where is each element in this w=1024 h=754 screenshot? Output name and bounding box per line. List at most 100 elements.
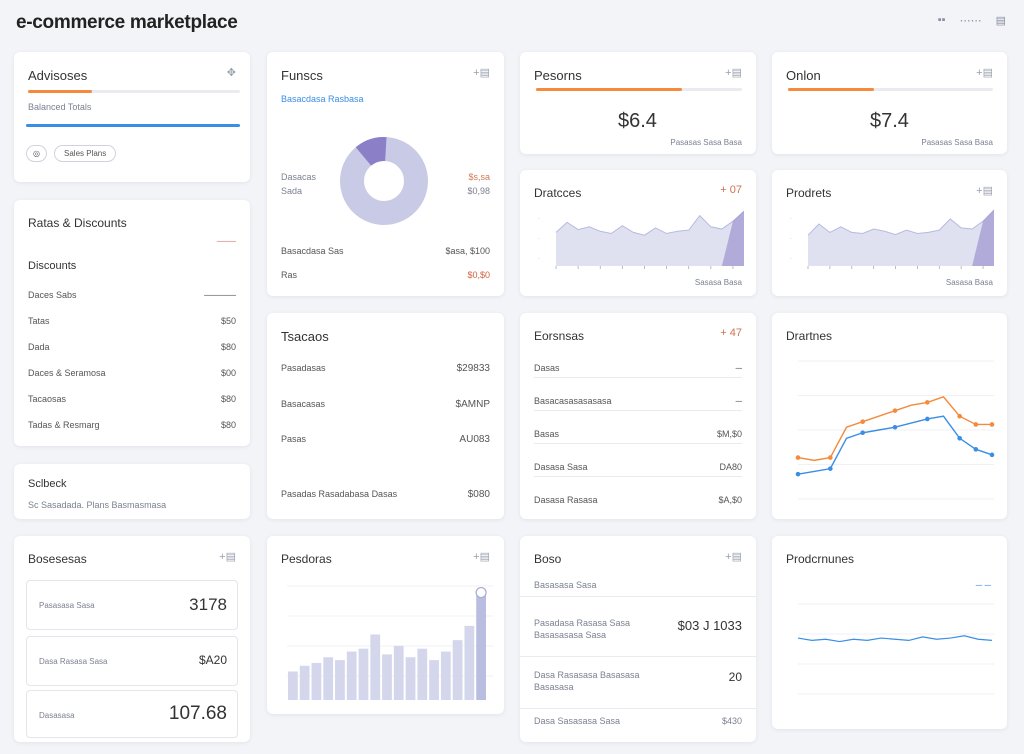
- page-title: e-commerce marketplace: [16, 12, 238, 33]
- dratcces-card: Dratcces + 07 · · · Sasasa Basa: [520, 170, 756, 296]
- table-row: Dasasa Rasasa $A,$0: [534, 495, 742, 505]
- data-point: [957, 413, 962, 419]
- prodcrnunes-card: Prodcrnunes ─ ─: [772, 536, 1007, 729]
- card-title: Pesorns: [534, 68, 582, 83]
- area-line: [555, 210, 745, 236]
- card-title: Dratcces: [534, 186, 582, 200]
- add-icon[interactable]: +▤: [473, 67, 490, 79]
- area-highlight: [721, 211, 744, 266]
- advisoses-card: Advisoses ✥ Balanced Totals ◎ Sales Plan…: [14, 52, 250, 182]
- card-title: Boso: [534, 552, 562, 566]
- icon-pill-button[interactable]: ◎: [26, 145, 47, 162]
- card-title: Advisoses: [28, 68, 88, 83]
- bar-marker: [475, 586, 487, 599]
- left-label: Sada: [281, 186, 303, 196]
- data-point: [892, 424, 898, 430]
- legend: ─ ─: [975, 580, 991, 590]
- area-line: [807, 209, 995, 236]
- add-icon[interactable]: + 07: [720, 184, 742, 196]
- progress-track: [28, 90, 240, 93]
- onlon-card: Onlon +▤ $7.4 Pasasas Sasa Basa: [772, 52, 1007, 154]
- data-point: [795, 455, 801, 460]
- table-row: Basacasasasasasa ─: [534, 396, 742, 406]
- bar: [370, 634, 381, 700]
- table-row: Dasasa Sasa DA80: [534, 462, 742, 472]
- divider: [520, 596, 756, 597]
- add-icon[interactable]: +▤: [976, 67, 993, 79]
- data-point: [892, 408, 898, 413]
- add-icon[interactable]: +▤: [725, 551, 742, 563]
- row-value: 20: [728, 670, 742, 684]
- grid-icon[interactable]: ▪▪: [937, 14, 946, 26]
- left-label: Dasacas: [281, 172, 317, 182]
- data-point: [989, 422, 995, 427]
- bar: [346, 651, 357, 700]
- add-icon[interactable]: +▤: [219, 551, 236, 563]
- eorsnsas-card: Eorsnsas + 47 Dasas ─ Basacasasasasasa ─ B…: [520, 313, 756, 519]
- bar: [417, 648, 428, 700]
- divider: [534, 476, 742, 477]
- link[interactable]: Basacdasa Rasbasa: [281, 94, 364, 104]
- line-chart: [795, 360, 995, 500]
- card-title: Prodcrnunes: [786, 552, 855, 566]
- metric-value: $7.4: [870, 110, 909, 132]
- row-label: Dasa Sasasasa Sasa: [534, 716, 621, 726]
- sclbeck-card: Sclbeck Sc Sasadada. Plans Basmasmasa: [14, 464, 250, 519]
- card-title: Prodrets: [786, 186, 832, 200]
- tsacaos-card: Tsacaos Pasadasas $29833 Basacasas $AMNP P…: [267, 313, 504, 519]
- subtitle: Sc Sasadada. Plans Basmasmasa: [28, 500, 167, 510]
- bar: [440, 651, 451, 700]
- table-row: Ras $0,$0: [281, 270, 490, 280]
- data-point: [828, 466, 833, 471]
- subtitle: Balanced Totals: [28, 102, 92, 112]
- sales-plans-button[interactable]: Sales Plans: [54, 145, 117, 162]
- card-title: Pesdoras: [281, 552, 332, 566]
- card-title: Ratas & Discounts: [28, 216, 127, 230]
- bar: [429, 660, 439, 700]
- metric-box: Dasasasa 107.68: [26, 690, 238, 738]
- move-icon[interactable]: ✥: [226, 67, 236, 79]
- right-label: $s,sa: [468, 172, 490, 182]
- bar-chart: [287, 585, 493, 700]
- table-row: Tacaosas $80: [28, 394, 236, 404]
- area-highlight: [972, 210, 994, 266]
- pesdoras-card: Pesdoras +▤: [267, 536, 504, 714]
- tag: ───: [216, 236, 236, 246]
- table-row: Tatas $50: [28, 316, 236, 326]
- bar: [452, 640, 463, 700]
- area-fill: [808, 210, 994, 266]
- row-value: $03 J 1033: [677, 618, 742, 633]
- caption: Sasasa Basa: [945, 278, 993, 287]
- table-row: Dada $80: [28, 342, 236, 352]
- bar: [382, 654, 392, 700]
- bar: [311, 662, 322, 700]
- data-point: [925, 400, 930, 405]
- bar: [335, 660, 345, 700]
- table-row: Daces & Seramosa $00: [28, 368, 236, 378]
- card-title: Funscs: [281, 68, 323, 83]
- divider: [534, 410, 742, 411]
- tick-label: ·: [538, 216, 540, 222]
- dots-icon[interactable]: ⋯⋯: [959, 15, 982, 27]
- add-icon[interactable]: + 47: [720, 327, 742, 339]
- card-title: Onlon: [786, 68, 821, 83]
- add-icon[interactable]: +▤: [473, 551, 490, 563]
- table-row: Pasadas Rasadabasa Dasas $080: [281, 489, 490, 500]
- add-icon[interactable]: +▤: [976, 185, 993, 197]
- bar: [476, 594, 486, 700]
- progress-fill: [788, 88, 874, 91]
- filter-icon[interactable]: ▤: [995, 15, 1006, 27]
- row-value: $430: [721, 716, 742, 726]
- tick-label: ·: [790, 256, 792, 262]
- progress-fill: [536, 88, 682, 91]
- tick-label: ·: [790, 216, 792, 222]
- divider: [534, 377, 742, 378]
- funscs-card: Funscs +▤ Basacdasa Rasbasa Dasacas Sada…: [267, 52, 504, 296]
- card-title: Tsacaos: [281, 329, 329, 344]
- add-icon[interactable]: +▤: [725, 67, 742, 79]
- metric-box: Dasa Rasasa Sasa $A20: [26, 636, 238, 686]
- card-title: Sclbeck: [28, 478, 67, 490]
- bar: [299, 665, 310, 700]
- caption: Pasasas Sasa Basa: [670, 138, 742, 147]
- table-row: Dasas ─: [534, 363, 742, 373]
